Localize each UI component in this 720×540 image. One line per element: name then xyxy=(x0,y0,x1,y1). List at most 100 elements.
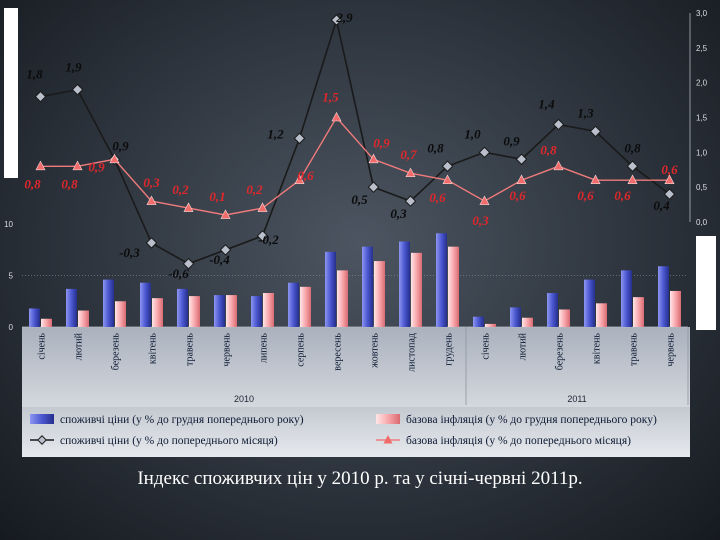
bar-cpi-cumulative xyxy=(103,279,114,327)
marker-core-monthly xyxy=(479,195,490,205)
bar-cpi-cumulative xyxy=(621,270,632,327)
marker-core-monthly xyxy=(183,202,194,212)
data-label: 0,8 xyxy=(24,176,41,191)
line-cpi-monthly xyxy=(40,16,670,265)
left-white-strip xyxy=(4,8,18,178)
marker-core-monthly xyxy=(553,160,564,171)
data-label: 0,6 xyxy=(509,188,526,203)
bar-cpi-cumulative xyxy=(658,266,669,327)
bar-core-cumulative xyxy=(522,317,533,327)
marker-cpi-monthly xyxy=(478,146,491,159)
month-label: червень xyxy=(666,333,677,367)
right-tick-label: 1,5 xyxy=(696,114,708,123)
marker-core-monthly xyxy=(331,111,342,122)
marker-cpi-monthly xyxy=(515,153,528,166)
marker-core-monthly xyxy=(405,167,416,178)
bar-cpi-cumulative xyxy=(436,233,447,327)
month-label: липень xyxy=(259,333,270,363)
left-tick-label: 10 xyxy=(4,220,13,229)
data-label: 1,8 xyxy=(26,67,43,82)
right-tick-label: 0,0 xyxy=(696,218,708,227)
legend-label: споживчі ціни (у % до попереднього місяц… xyxy=(60,435,278,447)
bar-core-cumulative xyxy=(411,252,422,327)
bar-core-cumulative xyxy=(596,303,607,327)
bar-cpi-cumulative xyxy=(29,308,40,327)
bar-cpi-cumulative xyxy=(325,251,336,327)
data-label: 0,6 xyxy=(577,188,594,203)
marker-cpi-monthly xyxy=(552,118,565,131)
marker-core-monthly xyxy=(109,153,120,164)
line-core-monthly xyxy=(40,116,670,216)
bar-cpi-cumulative xyxy=(214,295,225,327)
bar-cpi-cumulative xyxy=(510,307,521,327)
data-label: 0,6 xyxy=(297,168,314,183)
data-label: 0,3 xyxy=(472,213,489,228)
data-label: 0,3 xyxy=(143,175,160,190)
marker-cpi-monthly xyxy=(330,14,343,26)
bar-core-cumulative xyxy=(189,296,200,327)
bar-core-cumulative xyxy=(226,295,237,327)
marker-core-monthly xyxy=(516,174,527,184)
bar-core-cumulative xyxy=(670,290,681,327)
bar-core-cumulative xyxy=(300,286,311,327)
marker-cpi-monthly xyxy=(367,181,380,193)
month-label: листопад xyxy=(407,333,418,372)
bar-cpi-cumulative xyxy=(140,282,151,327)
data-label: 0,9 xyxy=(373,135,390,150)
marker-cpi-monthly xyxy=(589,125,602,138)
marker-core-monthly xyxy=(294,174,305,184)
data-label: 0,7 xyxy=(400,147,417,162)
month-label: червень xyxy=(222,333,233,367)
month-label: січень xyxy=(481,333,492,360)
data-label: 0,9 xyxy=(112,138,129,153)
data-label: 1,4 xyxy=(538,96,555,111)
legend-panel xyxy=(22,407,690,457)
data-label: 0,2 xyxy=(246,182,263,197)
marker-cpi-monthly xyxy=(441,160,454,173)
bar-core-cumulative xyxy=(337,270,348,327)
marker-core-monthly xyxy=(664,174,675,184)
bar-cpi-cumulative xyxy=(473,316,484,327)
data-label: 0,3 xyxy=(390,206,407,221)
data-label: 0,6 xyxy=(661,162,678,177)
bar-core-cumulative xyxy=(374,261,385,327)
data-label: 1,5 xyxy=(322,90,339,105)
bar-core-cumulative xyxy=(633,297,644,327)
right-tick-label: 0,5 xyxy=(696,183,708,192)
data-label: -0,3 xyxy=(119,245,140,260)
bar-core-cumulative xyxy=(263,293,274,327)
data-label: -0,6 xyxy=(168,266,189,281)
data-label: 0,8 xyxy=(540,142,557,157)
marker-cpi-monthly xyxy=(256,230,269,242)
data-label: 0,6 xyxy=(614,188,631,203)
marker-cpi-monthly xyxy=(182,258,195,270)
bar-cpi-cumulative xyxy=(288,282,299,327)
right-white-strip xyxy=(696,236,716,330)
marker-cpi-monthly xyxy=(145,237,158,249)
marker-cpi-monthly xyxy=(626,160,639,173)
bar-cpi-cumulative xyxy=(177,288,188,327)
bar-core-cumulative xyxy=(448,246,459,327)
marker-core-monthly xyxy=(627,174,638,184)
bar-core-cumulative xyxy=(559,309,570,327)
bar-core-cumulative xyxy=(152,298,163,327)
data-label: 1,3 xyxy=(577,105,594,120)
legend-label: базова інфляція (у % до попереднього міс… xyxy=(406,435,631,447)
data-label: 0,8 xyxy=(61,176,78,191)
data-label: -0,2 xyxy=(258,232,279,247)
legend-label: базова інфляція (у % до грудня попереднь… xyxy=(406,414,657,426)
bar-core-cumulative xyxy=(41,318,52,327)
left-tick-label: 5 xyxy=(9,272,14,281)
bar-core-cumulative xyxy=(78,310,89,327)
right-tick-label: 1,0 xyxy=(696,148,708,157)
data-label: 0,5 xyxy=(351,192,368,207)
data-label: 0,6 xyxy=(429,190,446,205)
bar-cpi-cumulative xyxy=(251,296,262,327)
month-label: грудень xyxy=(444,333,455,366)
year-label: 2011 xyxy=(567,394,586,404)
marker-cpi-monthly xyxy=(34,90,47,103)
data-label: -0,4 xyxy=(209,252,230,267)
month-label: лютий xyxy=(518,332,529,360)
data-label: 2,9 xyxy=(335,10,353,25)
